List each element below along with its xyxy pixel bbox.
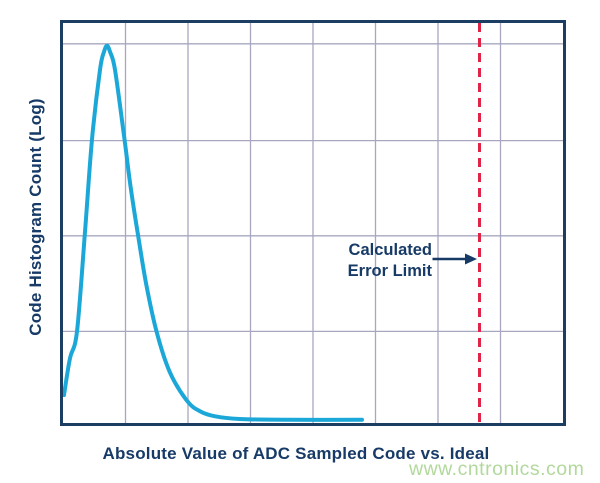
plot-area [63,23,563,423]
annotation-arrow-head [465,253,477,265]
histogram-curve [63,43,364,422]
y-axis-label: Code Histogram Count (Log) [26,98,45,336]
plot-frame [60,20,566,426]
x-axis-label: Absolute Value of ADC Sampled Code vs. I… [102,444,490,463]
error-limit-annotation: Calculated Error Limit [330,240,432,282]
watermark-text: www.cntronics.com [409,458,585,480]
error-limit-annotation-line1: Calculated [348,241,432,259]
error-limit-annotation-line2: Error Limit [347,262,432,280]
